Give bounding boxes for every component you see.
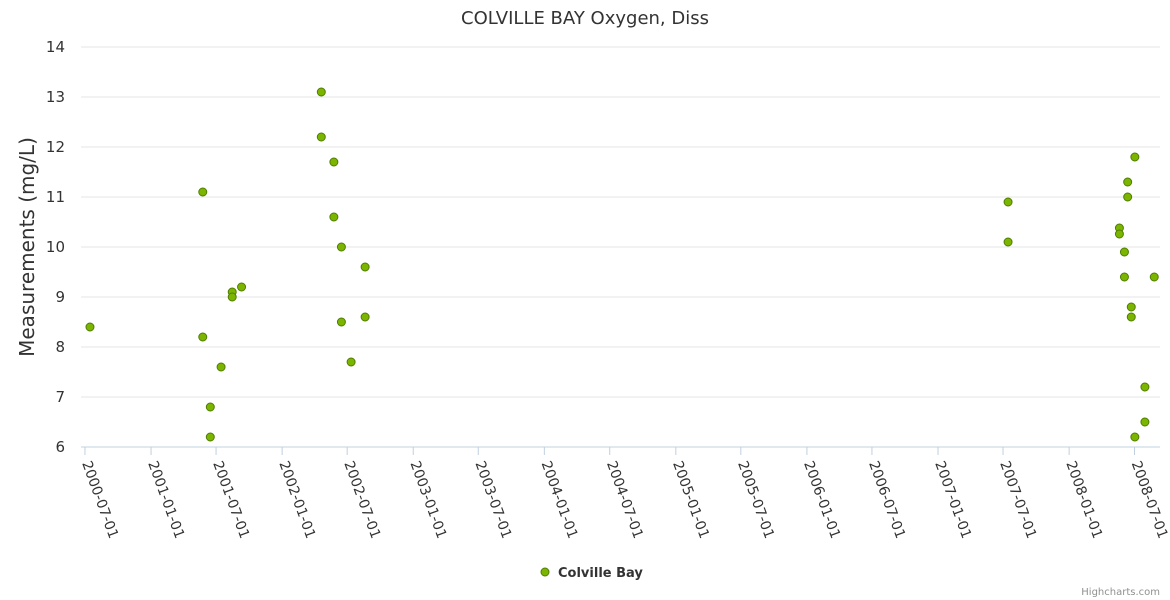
data-point[interactable] xyxy=(205,402,215,412)
y-tick-label: 11 xyxy=(46,188,65,206)
data-point[interactable] xyxy=(1149,272,1159,282)
data-point[interactable] xyxy=(329,212,339,222)
x-tick-label: 2001-01-01 xyxy=(144,459,187,541)
x-tick-label: 2000-07-01 xyxy=(78,459,121,541)
y-tick-label: 13 xyxy=(46,88,65,106)
data-point[interactable] xyxy=(316,87,326,97)
chart-title: COLVILLE BAY Oxygen, Diss xyxy=(461,8,709,29)
x-tick-label: 2007-07-01 xyxy=(996,459,1039,541)
y-tick-label: 8 xyxy=(55,338,65,356)
x-tick-label: 2008-07-01 xyxy=(1128,459,1170,541)
data-point[interactable] xyxy=(360,312,370,322)
data-point[interactable] xyxy=(1126,312,1136,322)
legend-marker[interactable] xyxy=(540,567,550,577)
data-point[interactable] xyxy=(1130,152,1140,162)
data-point[interactable] xyxy=(336,242,346,252)
data-point[interactable] xyxy=(227,292,237,302)
x-tick-label: 2005-01-01 xyxy=(669,459,712,541)
data-point[interactable] xyxy=(336,317,346,327)
y-tick-label: 10 xyxy=(46,238,65,256)
y-tick-label: 12 xyxy=(46,138,65,156)
x-tick-label: 2003-01-01 xyxy=(406,459,449,541)
legend[interactable]: Colville Bay xyxy=(540,566,643,581)
data-point[interactable] xyxy=(1123,192,1133,202)
legend-label-colville-bay[interactable]: Colville Bay xyxy=(558,566,643,581)
data-point[interactable] xyxy=(1140,382,1150,392)
data-point[interactable] xyxy=(1130,432,1140,442)
data-point[interactable] xyxy=(1003,237,1013,247)
x-tick-label: 2005-07-01 xyxy=(734,459,777,541)
x-tick-label: 2004-07-01 xyxy=(603,459,646,541)
y-tick-label: 14 xyxy=(46,38,65,56)
data-point[interactable] xyxy=(316,132,326,142)
data-point[interactable] xyxy=(237,282,247,292)
data-point[interactable] xyxy=(85,322,95,332)
y-tick-label: 9 xyxy=(55,288,65,306)
y-tick-label: 7 xyxy=(55,388,65,406)
y-axis-ticks: 6 7 8 9 10 11 12 13 14 xyxy=(46,38,65,456)
data-point[interactable] xyxy=(360,262,370,272)
data-point[interactable] xyxy=(329,157,339,167)
x-tick-label: 2003-07-01 xyxy=(472,459,515,541)
data-point[interactable] xyxy=(1140,417,1150,427)
data-point[interactable] xyxy=(1126,302,1136,312)
data-point[interactable] xyxy=(198,187,208,197)
y-axis-label: Measurements (mg/L) xyxy=(15,137,39,357)
x-tick-label: 2002-01-01 xyxy=(275,459,318,541)
x-tick-label: 2002-07-01 xyxy=(340,459,383,541)
x-axis-ticks: 2000-07-01 2001-01-01 2001-07-01 2002-01-01… xyxy=(78,447,1170,541)
data-point[interactable] xyxy=(216,362,226,372)
data-point[interactable] xyxy=(1003,197,1013,207)
x-tick-label: 2006-01-01 xyxy=(800,459,843,541)
y-tick-label: 6 xyxy=(55,438,65,456)
credits-link[interactable]: Highcharts.com xyxy=(1081,587,1160,598)
x-tick-label: 2007-01-01 xyxy=(931,459,974,541)
data-point[interactable] xyxy=(1123,177,1133,187)
x-tick-label: 2001-07-01 xyxy=(209,459,252,541)
gridlines xyxy=(81,46,1160,398)
series-colville-bay[interactable] xyxy=(85,87,1159,442)
data-point[interactable] xyxy=(1114,229,1124,239)
x-tick-label: 2004-01-01 xyxy=(538,459,581,541)
x-tick-label: 2008-01-01 xyxy=(1062,459,1105,541)
data-point[interactable] xyxy=(1119,247,1129,257)
data-point[interactable] xyxy=(205,432,215,442)
data-point[interactable] xyxy=(346,357,356,367)
x-tick-label: 2006-07-01 xyxy=(865,459,908,541)
data-point[interactable] xyxy=(1119,272,1129,282)
data-point[interactable] xyxy=(198,332,208,342)
